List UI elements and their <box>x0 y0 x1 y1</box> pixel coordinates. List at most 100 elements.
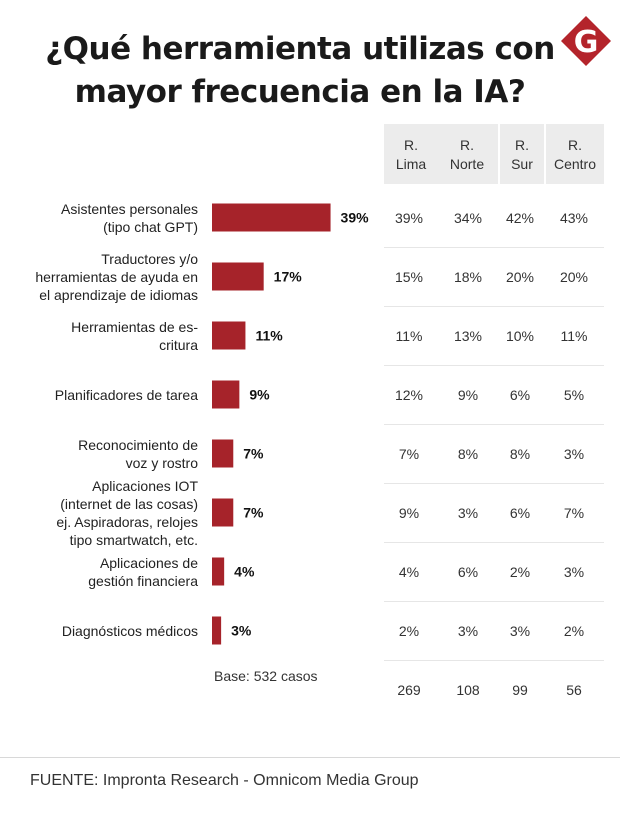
category-label-line: ej. Aspiradoras, relojes <box>56 513 198 530</box>
region-cell: 2% <box>509 563 531 580</box>
base-count-cell: 99 <box>512 682 528 698</box>
category-label-line: critura <box>159 336 198 353</box>
region-cell: 42% <box>505 209 535 226</box>
category-label: Reconocimiento de voz y rostro <box>10 436 198 472</box>
logo-letter: G <box>574 25 599 60</box>
category-label-line: Aplicaciones IOT <box>92 477 198 494</box>
region-cell: 4% <box>398 563 420 580</box>
bar-value-label: 7% <box>243 446 264 462</box>
brand-logo-icon: G <box>561 16 611 66</box>
row-divider <box>384 365 604 366</box>
category-label-line: tipo smartwatch, etc. <box>69 531 198 548</box>
category-label: Asistentes personales (tipo chat GPT) <box>10 200 198 236</box>
category-label: Planificadores de tarea <box>10 386 198 404</box>
column-header-line: Centro <box>553 156 597 172</box>
region-cell: 3% <box>509 622 531 639</box>
bar-value-label: 17% <box>274 269 303 285</box>
region-cell: 6% <box>457 563 479 580</box>
region-cell: 34% <box>453 209 483 226</box>
region-cell: 9% <box>398 504 420 521</box>
column-header-line: R. <box>404 137 418 153</box>
region-cell: 20% <box>559 268 589 285</box>
region-cell: 11% <box>395 327 423 344</box>
column-header: R. Centro <box>546 124 604 184</box>
region-cell: 9% <box>457 386 479 403</box>
bar-value-label: 9% <box>249 387 270 403</box>
column-header: R. Sur <box>500 124 544 184</box>
row-divider <box>384 306 604 307</box>
category-label: Aplicaciones IOT (internet de las cosas) e… <box>10 477 198 549</box>
category-label: Diagnósticos médicos <box>10 622 198 640</box>
title-line-2: mayor frecuencia en la IA? <box>74 74 526 110</box>
region-cell: 5% <box>563 386 585 403</box>
base-count-cell: 108 <box>456 682 480 698</box>
category-label-line: (internet de las cosas) <box>60 495 198 512</box>
region-cell: 2% <box>563 622 585 639</box>
bar-value-label: 11% <box>255 328 283 344</box>
region-cell: 11% <box>560 327 588 344</box>
category-label-line: Traductores y/o <box>101 250 198 267</box>
region-cell: 8% <box>509 445 531 462</box>
category-label-line: Aplicaciones de <box>99 554 198 571</box>
region-cell: 15% <box>394 268 424 285</box>
category-label-line: Herramientas de es- <box>71 318 198 335</box>
row-divider <box>384 424 604 425</box>
region-cell: 7% <box>563 504 585 521</box>
column-header-line: R. <box>515 137 529 153</box>
column-header-line: Lima <box>395 156 427 172</box>
region-cell: 7% <box>398 445 420 462</box>
bar <box>212 203 331 232</box>
row-divider <box>384 247 604 248</box>
region-cell: 3% <box>563 563 585 580</box>
region-cell: 3% <box>457 622 479 639</box>
region-cell: 10% <box>505 327 535 344</box>
bar <box>212 616 222 645</box>
bar <box>212 439 234 468</box>
column-header-line: R. <box>568 137 582 153</box>
region-cell: 43% <box>559 209 589 226</box>
category-label: Traductores y/o herramientas de ayuda en e… <box>10 250 198 304</box>
column-header-line: R. <box>460 137 474 153</box>
row-divider <box>384 483 604 484</box>
column-header-line: Sur <box>511 156 533 172</box>
footer-divider <box>0 757 620 758</box>
chart-title: ¿Qué herramienta utilizas con mayor frec… <box>40 28 560 114</box>
category-label-line: el aprendizaje de idiomas <box>39 286 198 303</box>
row-divider <box>384 542 604 543</box>
region-cell: 20% <box>505 268 535 285</box>
row-divider <box>384 660 604 661</box>
base-note: Base: 532 casos <box>214 668 318 684</box>
region-cell: 2% <box>398 622 420 639</box>
column-header: R. Lima <box>384 124 438 184</box>
category-label-line: Reconocimiento de <box>78 436 198 453</box>
region-cell: 13% <box>453 327 483 344</box>
bar-value-label: 39% <box>341 210 370 226</box>
category-label-line: voz y rostro <box>125 454 198 471</box>
region-cell: 6% <box>509 504 531 521</box>
source-note: FUENTE: Impronta Research - Omnicom Medi… <box>30 772 419 789</box>
base-count-cell: 56 <box>566 682 582 698</box>
region-cell: 3% <box>563 445 585 462</box>
category-label-line: (tipo chat GPT) <box>103 218 198 235</box>
column-header-line: Norte <box>449 156 485 172</box>
category-label-line: herramientas de ayuda en <box>35 268 198 285</box>
bar-value-label: 7% <box>243 505 264 521</box>
bar <box>212 498 234 527</box>
bar <box>212 557 225 586</box>
region-cell: 8% <box>457 445 479 462</box>
column-header: R. Norte <box>436 124 498 184</box>
row-divider <box>384 601 604 602</box>
logo-diamond <box>561 16 611 66</box>
bar <box>212 321 246 350</box>
region-cell: 3% <box>457 504 479 521</box>
bar-value-label: 4% <box>234 564 255 580</box>
region-cell: 18% <box>453 268 483 285</box>
bar <box>212 380 240 409</box>
title-line-1: ¿Qué herramienta utilizas con <box>45 31 555 67</box>
bar-value-label: 3% <box>231 623 252 639</box>
category-label-line: Asistentes personales <box>61 200 198 217</box>
region-cell: 6% <box>509 386 531 403</box>
category-label-line: gestión financiera <box>88 572 198 589</box>
base-count-cell: 269 <box>397 682 421 698</box>
